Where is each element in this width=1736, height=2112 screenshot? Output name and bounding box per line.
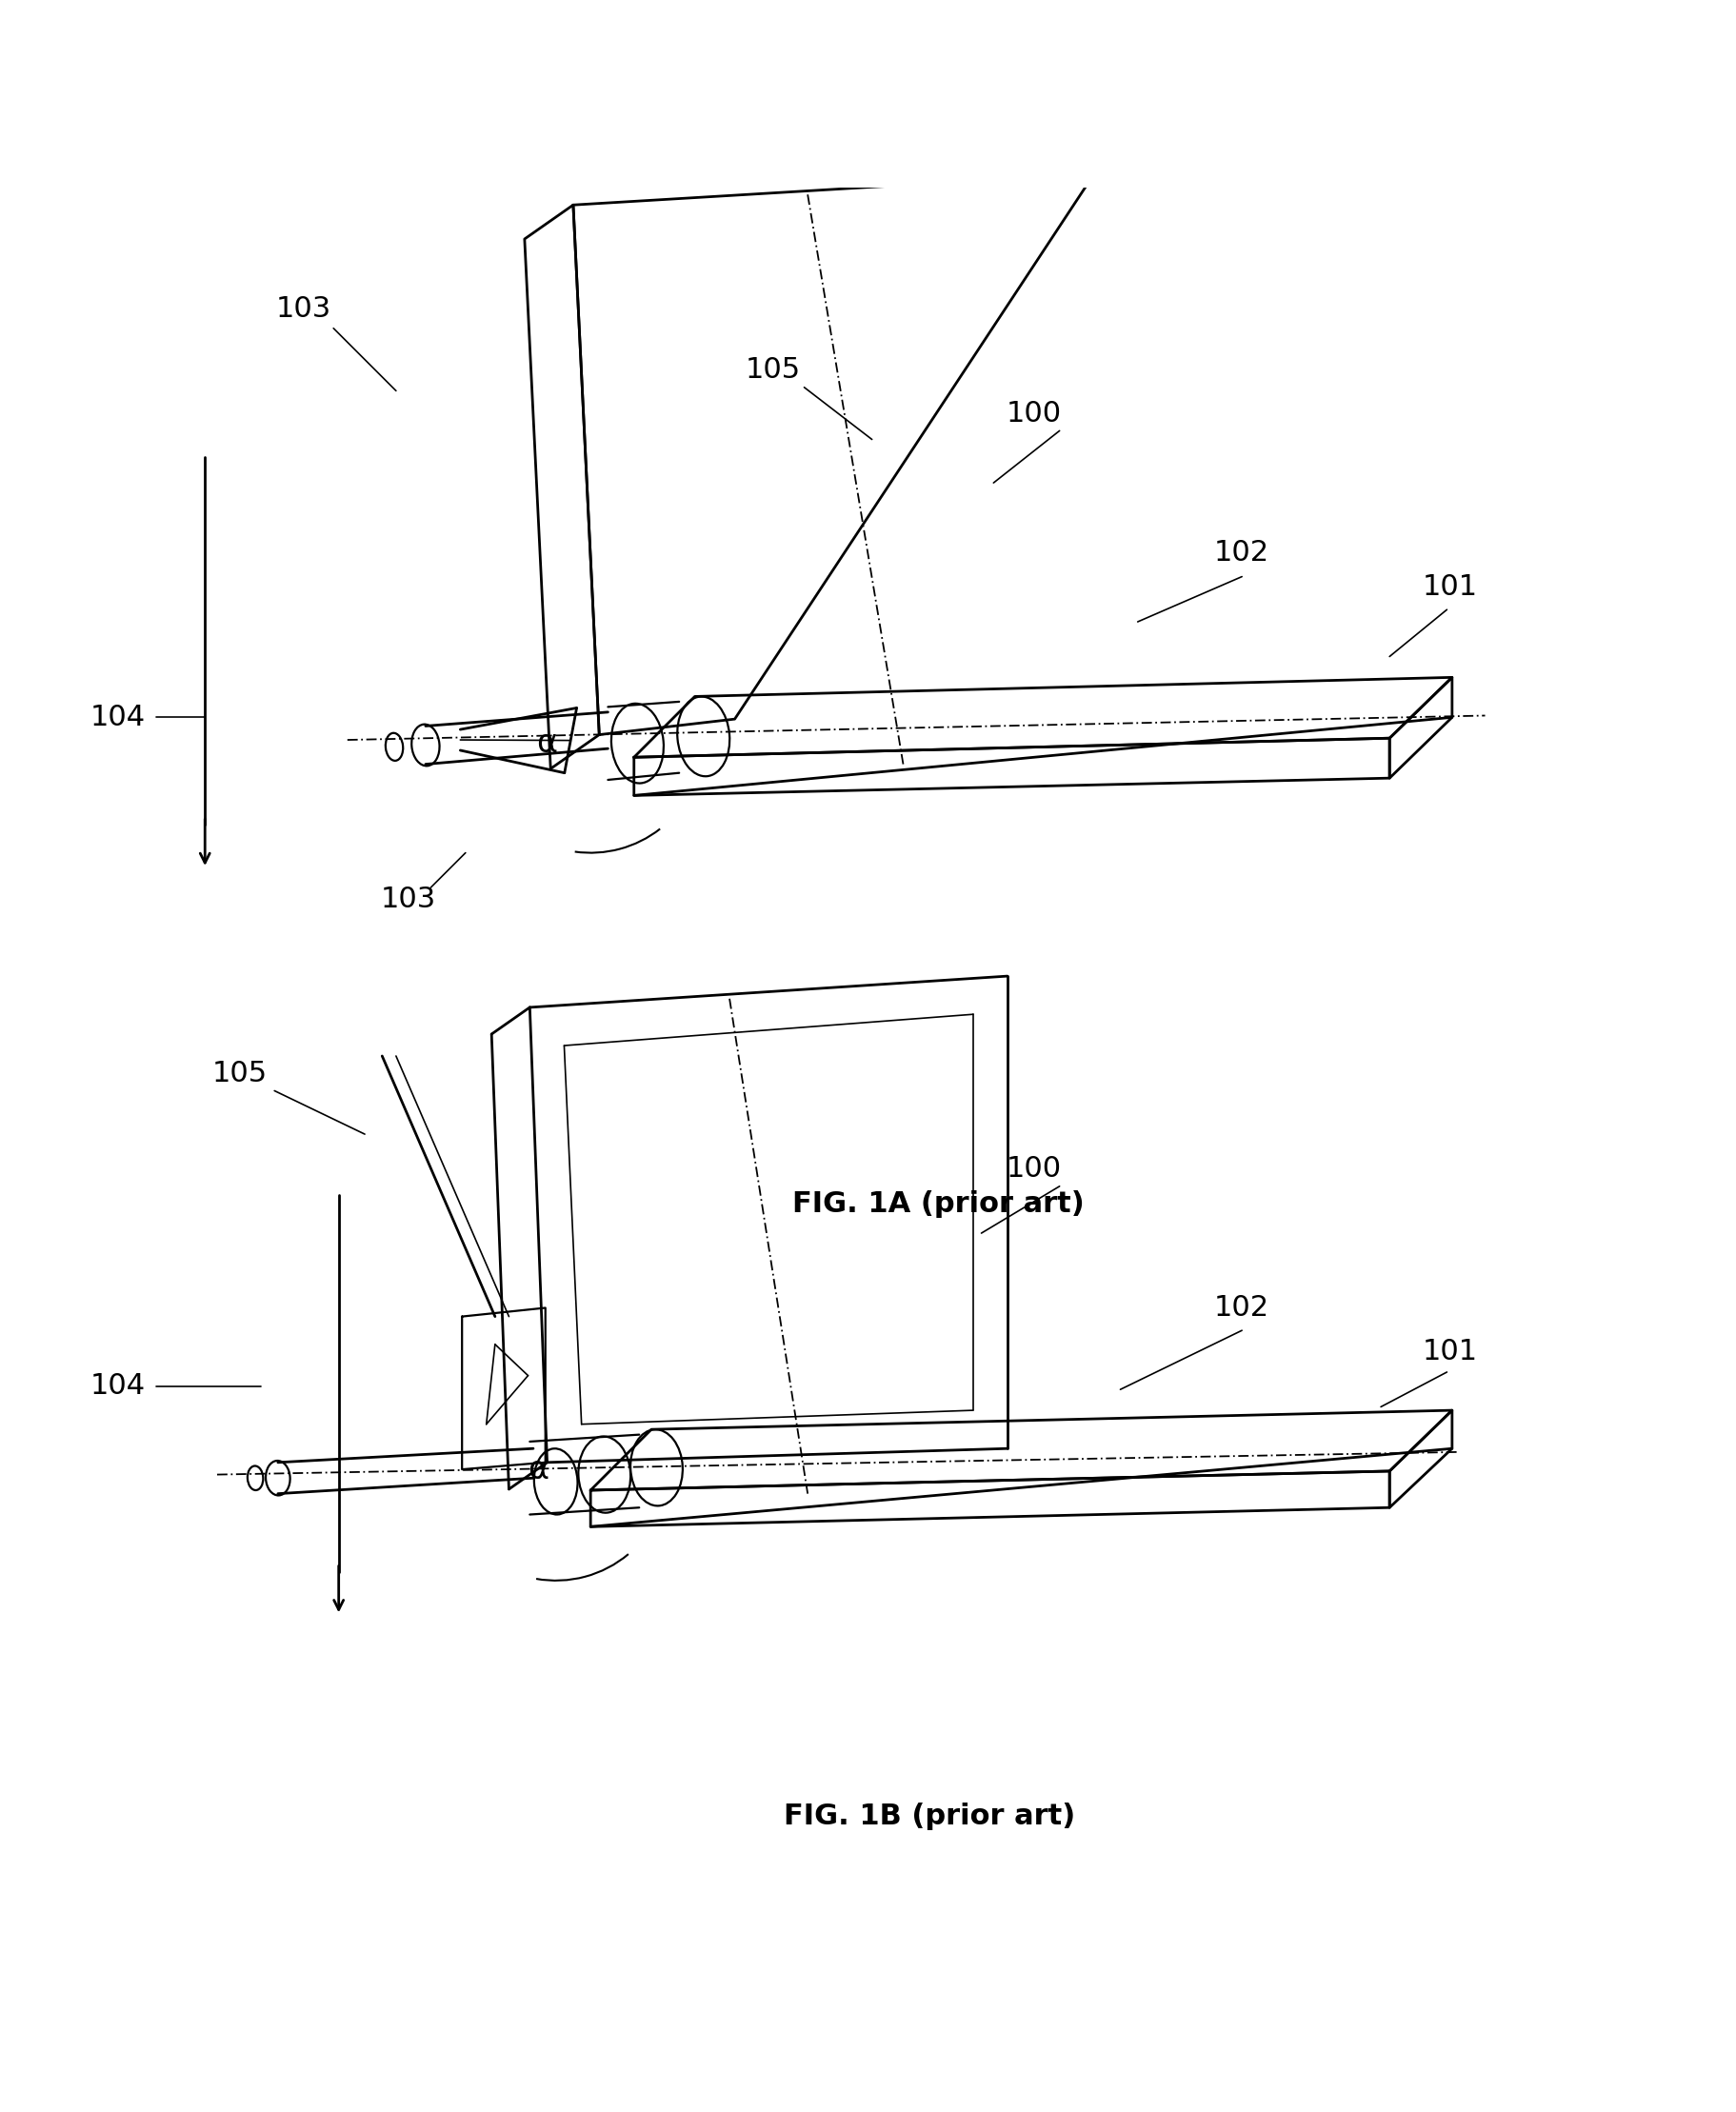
Text: 100: 100 bbox=[1005, 1155, 1061, 1183]
Text: 103: 103 bbox=[380, 885, 436, 914]
Text: 102: 102 bbox=[1213, 539, 1269, 566]
Text: 102: 102 bbox=[1213, 1295, 1269, 1322]
Text: FIG. 1B (prior art): FIG. 1B (prior art) bbox=[783, 1804, 1075, 1831]
Text: 103: 103 bbox=[276, 296, 332, 323]
Text: 100: 100 bbox=[1005, 399, 1061, 427]
Text: 105: 105 bbox=[212, 1060, 267, 1088]
Text: FIG. 1A (prior art): FIG. 1A (prior art) bbox=[792, 1189, 1083, 1217]
Text: 105: 105 bbox=[745, 357, 800, 384]
Text: 104: 104 bbox=[90, 1373, 146, 1400]
Text: α: α bbox=[536, 729, 557, 758]
Text: 101: 101 bbox=[1422, 572, 1477, 600]
Text: α: α bbox=[528, 1453, 549, 1485]
Text: 104: 104 bbox=[90, 703, 146, 731]
Text: 101: 101 bbox=[1422, 1337, 1477, 1364]
